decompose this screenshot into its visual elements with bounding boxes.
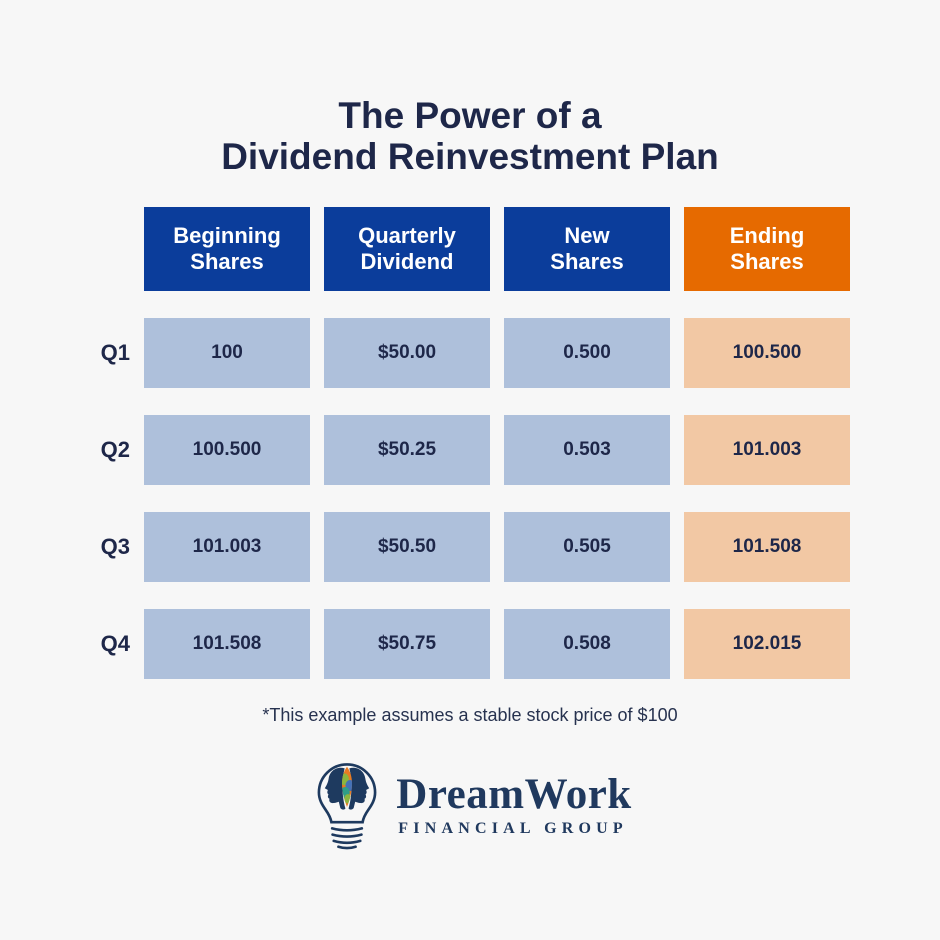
row-label-q1: Q1 xyxy=(100,340,130,366)
cell-q4-beginning-shares: 101.508 xyxy=(144,609,310,680)
cell-q3-quarterly-dividend: $50.50 xyxy=(324,512,490,583)
logo-tagline: FINANCIAL GROUP xyxy=(398,819,628,837)
cell-q4-ending-shares: 102.015 xyxy=(684,609,850,680)
cell-q4-new-shares: 0.508 xyxy=(504,609,670,680)
cell-q2-quarterly-dividend: $50.25 xyxy=(324,415,490,486)
column-header-new-shares: New Shares xyxy=(504,207,670,292)
cell-q2-new-shares: 0.503 xyxy=(504,415,670,486)
cell-q2-beginning-shares: 100.500 xyxy=(144,415,310,486)
row-label-q2: Q2 xyxy=(100,437,130,463)
header-line: Beginning xyxy=(173,223,281,249)
drip-table: Beginning Shares Quarterly Dividend New … xyxy=(0,207,940,680)
row-label-q3: Q3 xyxy=(100,534,130,560)
dreamwork-logo: DreamWork FINANCIAL GROUP xyxy=(0,758,940,852)
column-header-ending-shares: Ending Shares xyxy=(684,207,850,292)
logo-name: DreamWork xyxy=(396,770,632,818)
column-header-quarterly-dividend: Quarterly Dividend xyxy=(324,207,490,292)
page-title: The Power of a Dividend Reinvestment Pla… xyxy=(0,0,940,177)
title-line-2: Dividend Reinvestment Plan xyxy=(221,135,719,177)
cell-q3-ending-shares: 101.508 xyxy=(684,512,850,583)
cell-q1-quarterly-dividend: $50.00 xyxy=(324,318,490,389)
header-line: Dividend xyxy=(360,249,454,275)
row-label-q4: Q4 xyxy=(100,631,130,657)
header-line: Shares xyxy=(190,249,264,275)
cell-q2-ending-shares: 101.003 xyxy=(684,415,850,486)
header-line: Ending xyxy=(729,223,805,249)
cell-q3-new-shares: 0.505 xyxy=(504,512,670,583)
cell-q1-beginning-shares: 100 xyxy=(144,318,310,389)
cell-q3-beginning-shares: 101.003 xyxy=(144,512,310,583)
header-line: New xyxy=(564,223,610,249)
footnote: *This example assumes a stable stock pri… xyxy=(262,705,678,726)
header-line: Shares xyxy=(730,249,804,275)
cell-q1-new-shares: 0.500 xyxy=(504,318,670,389)
header-spacer xyxy=(90,207,130,291)
logo-text: DreamWork FINANCIAL GROUP xyxy=(396,773,631,838)
title-line-1: The Power of a xyxy=(338,95,602,136)
cell-q1-ending-shares: 100.500 xyxy=(684,318,850,389)
column-header-beginning-shares: Beginning Shares xyxy=(144,207,310,292)
header-line: Shares xyxy=(550,249,624,275)
header-line: Quarterly xyxy=(358,223,456,249)
cell-q4-quarterly-dividend: $50.75 xyxy=(324,609,490,680)
lightbulb-two-faces-icon xyxy=(317,763,377,850)
